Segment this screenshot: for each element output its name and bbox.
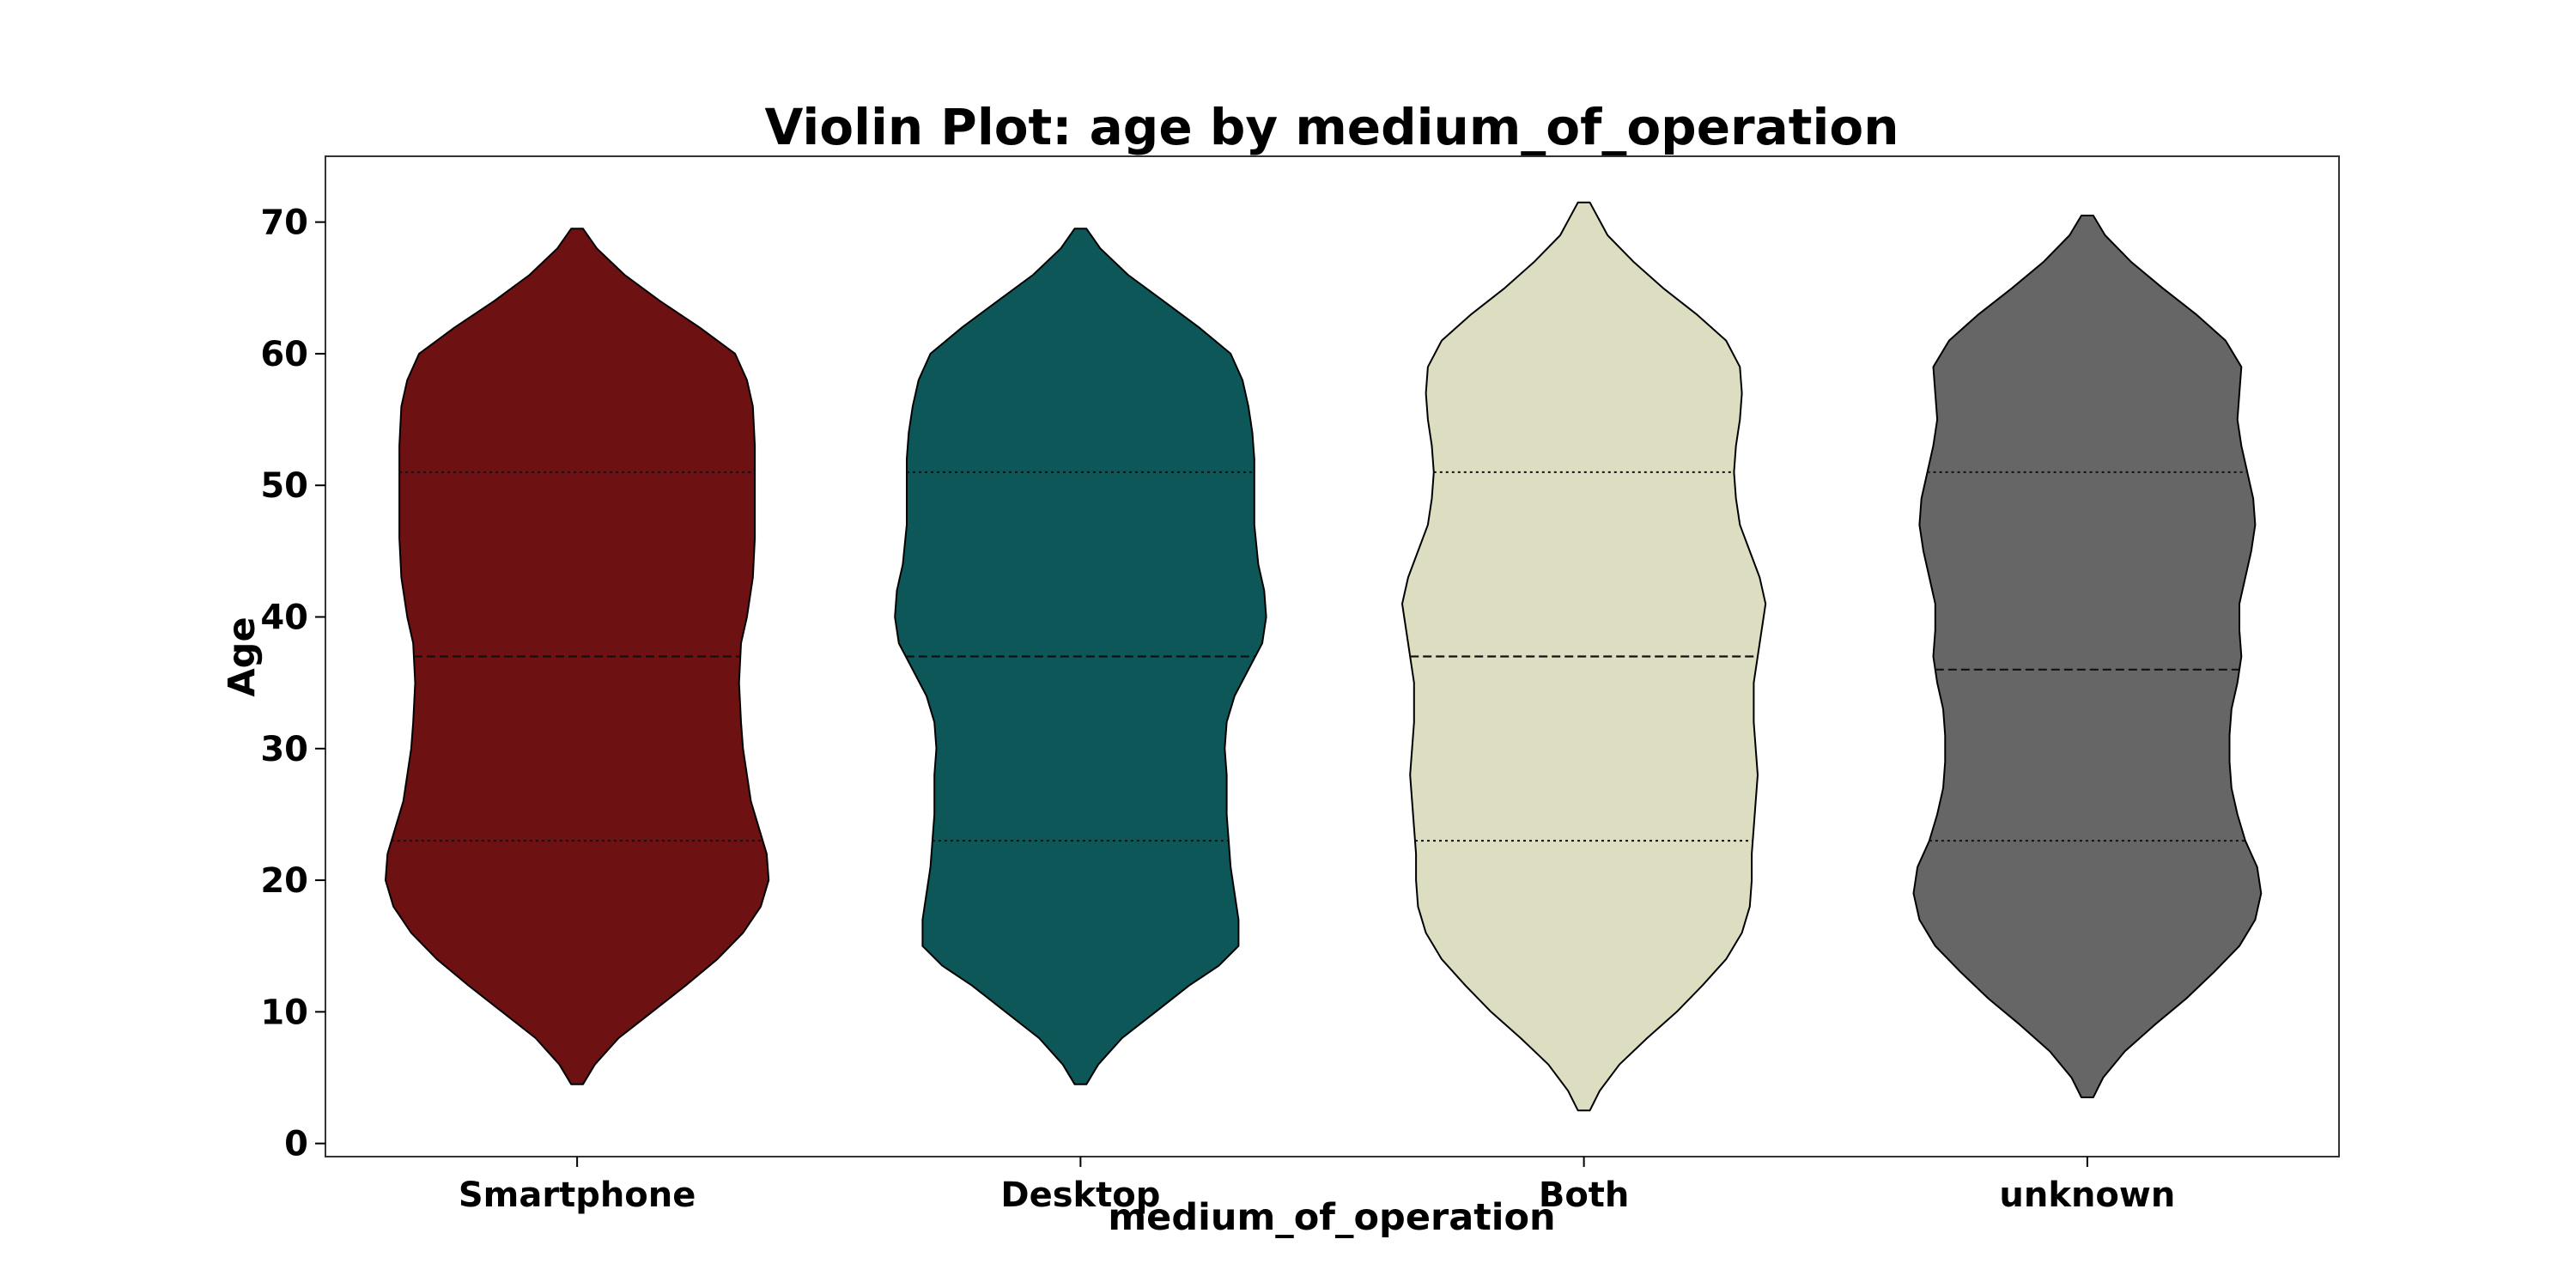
plot-frame [325,155,2340,1157]
y-tick-label-60: 60 [260,335,308,374]
x-axis: Smartphone Desktop Both unknown [459,1157,2175,1215]
violin-unknown [1912,215,2263,1098]
y-tick-label-40: 40 [260,598,308,638]
x-axis-label: medium_of_operation [1108,1196,1555,1239]
y-tick-label-10: 10 [260,993,308,1032]
y-tick-label-0: 0 [284,1125,308,1164]
violin-smartphone [385,228,770,1085]
y-tick-label-70: 70 [260,204,308,243]
y-tick-label-50: 50 [260,466,308,506]
y-tick-label-20: 20 [260,861,308,901]
x-tick-label-desktop: Desktop [1000,1176,1160,1215]
y-axis-label: Age [221,617,264,696]
violins-group [385,201,2263,1112]
y-axis: 0 10 20 30 40 50 60 70 [260,204,325,1164]
chart-title: Violin Plot: age by medium_of_operation [764,98,1899,156]
x-tick-label-both: Both [1539,1176,1630,1215]
x-tick-label-smartphone: Smartphone [459,1176,696,1215]
x-tick-label-unknown: unknown [1999,1176,2175,1215]
y-tick-label-30: 30 [260,730,308,769]
